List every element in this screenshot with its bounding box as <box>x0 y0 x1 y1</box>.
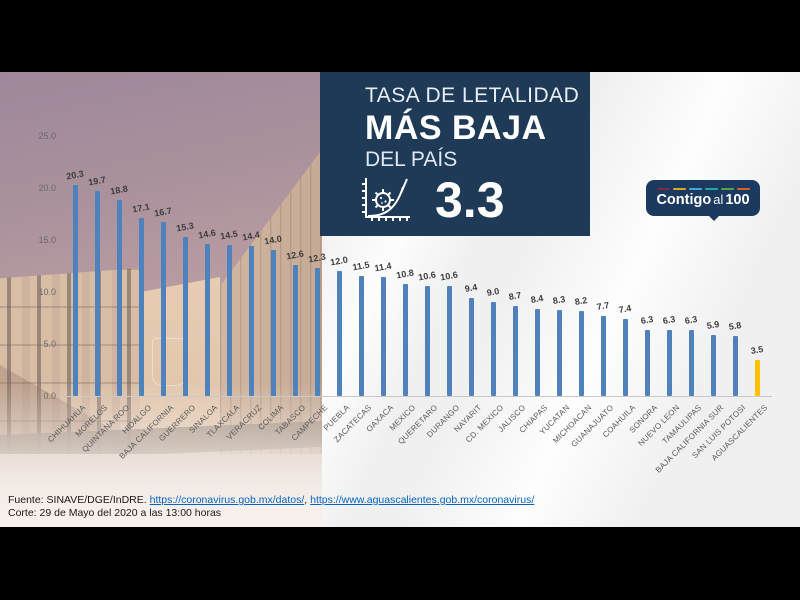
contigo-al-100-logo: Contigo al 100 <box>646 180 760 221</box>
logo-dash <box>720 187 734 191</box>
bar-yucatan <box>556 309 562 396</box>
source-footer: Fuente: SINAVE/DGE/InDRE. https://corona… <box>8 494 534 520</box>
title-box: TASA DE LETALIDAD MÁS BAJA DEL PAÍS 3.3 <box>320 72 590 236</box>
bar-mexico <box>402 283 408 396</box>
source-link-coronavirus-gob[interactable]: https://coronavirus.gob.mx/datos/ <box>149 494 305 506</box>
letterbox-top <box>0 0 800 72</box>
bar-queretaro <box>424 285 430 396</box>
bar-guerrero <box>182 236 188 396</box>
y-axis-tick-label: 20.0 <box>38 183 56 193</box>
epidemic-curve-icon <box>362 178 410 221</box>
bar-oaxaca <box>380 277 386 396</box>
bar-coahuila <box>622 319 628 396</box>
bar-puebla <box>336 271 342 396</box>
bar-tabasco <box>292 264 298 396</box>
x-axis-line <box>62 396 772 397</box>
bar-baja-california <box>160 222 166 396</box>
bar-chiapas <box>534 308 540 396</box>
slide-content: TASA DE LETALIDAD MÁS BAJA DEL PAÍS 3.3 <box>0 72 800 527</box>
bar-aguascalientes <box>754 359 760 396</box>
bar-morelos <box>94 191 100 396</box>
bar-value-label: 3.5 <box>749 343 765 356</box>
bar-tamaulipas <box>688 330 694 396</box>
bar-cd-mexico <box>490 302 496 396</box>
y-axis-tick-label: 10.0 <box>38 287 56 297</box>
bar-zacatecas <box>358 276 364 396</box>
y-axis-tick-label: 15.0 <box>38 235 56 245</box>
bar-durango <box>446 285 452 396</box>
y-axis-tick-label: 5.0 <box>43 339 56 349</box>
title-line-2: MÁS BAJA <box>365 109 547 147</box>
bar-michoacan <box>578 310 584 396</box>
bar-sinaloa <box>204 244 210 396</box>
title-line-3: DEL PAÍS <box>365 148 458 171</box>
logo-dash <box>656 187 670 191</box>
photo-fade <box>0 382 322 527</box>
logo-dash <box>672 187 686 191</box>
y-axis-tick-label: 25.0 <box>38 131 56 141</box>
bar-value-label: 18.8 <box>109 184 129 197</box>
logo-text-contigo: Contigo <box>656 192 712 209</box>
bar-chihuahua <box>72 184 78 396</box>
source-separator: , <box>304 494 311 506</box>
building-photo <box>0 72 322 527</box>
y-axis-tick-label: 0.0 <box>43 391 56 401</box>
cutoff-line: Corte: 29 de Mayo del 2020 a las 13:00 h… <box>8 507 222 519</box>
bar-san-luis-potosi <box>732 335 738 396</box>
bar-guanajuato <box>600 315 606 396</box>
source-line: Fuente: SINAVE/DGE/InDRE. https://corona… <box>8 494 534 507</box>
bar-sonora <box>644 330 650 396</box>
bar-jalisco <box>512 305 518 396</box>
logo-dash <box>704 187 718 191</box>
bar-quintana-roo <box>116 200 122 396</box>
logo-text-100: 100 <box>725 192 750 209</box>
bar-baja-california-sur <box>710 334 716 396</box>
bar-colima <box>270 250 276 396</box>
rate-value: 3.3 <box>435 172 505 228</box>
source-link-aguascalientes[interactable]: https://www.aguascalientes.gob.mx/corona… <box>310 494 535 506</box>
bar-tlaxcala <box>226 245 232 396</box>
logo-text: Contigo al 100 <box>656 192 749 208</box>
title-line-1: TASA DE LETALIDAD <box>365 84 580 107</box>
bar-hidalgo <box>138 218 144 396</box>
letterbox-bottom <box>0 527 800 600</box>
logo-dash <box>688 187 702 191</box>
logo-text-al: al <box>713 192 724 208</box>
source-prefix: Fuente: SINAVE/DGE/InDRE. <box>8 494 150 506</box>
bar-veracruz <box>248 246 254 396</box>
bar-nayarit <box>468 298 474 396</box>
logo-dash <box>736 187 750 191</box>
bar-nuevo-leon <box>666 330 672 396</box>
bar-campeche <box>314 268 320 396</box>
logo-dashes <box>656 187 750 191</box>
